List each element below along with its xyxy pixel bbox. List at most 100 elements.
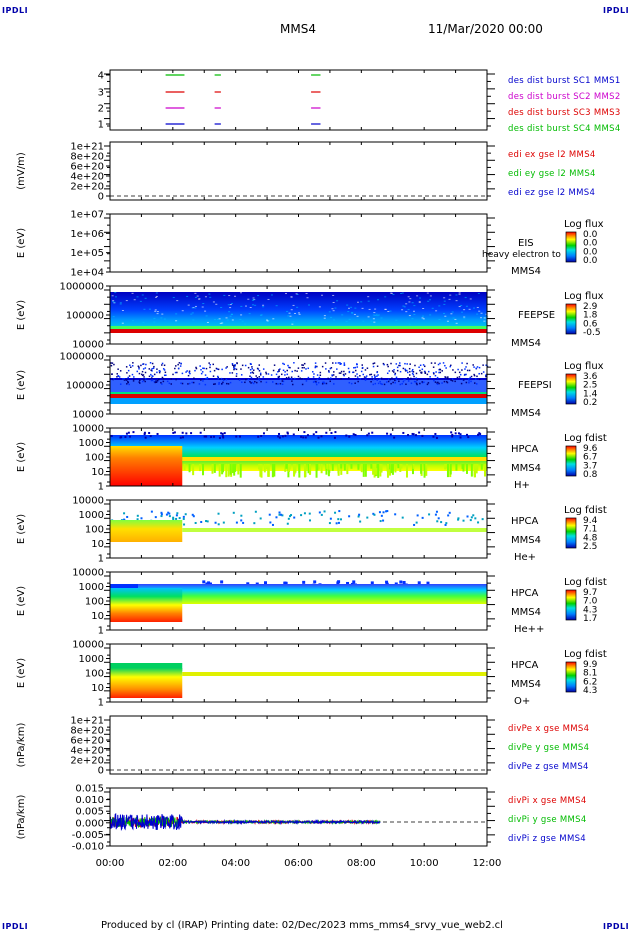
feepsi-speckle	[429, 376, 431, 378]
feepsi-speckle	[155, 380, 157, 382]
hpca-h-speckle	[467, 436, 470, 439]
hpca-h-speckle	[292, 433, 295, 436]
colorbar-tick: 6.7	[583, 453, 597, 463]
feepsi-speckle	[361, 364, 363, 366]
species-label: He++	[514, 624, 544, 635]
feepsi-speckle	[398, 380, 400, 383]
species-label: H+	[514, 480, 530, 491]
feepsi-speckle	[330, 367, 333, 369]
feepsi-speckle	[374, 382, 377, 385]
hpca-he-speckle	[240, 519, 243, 522]
feepsi-speckle	[365, 375, 368, 377]
feepsi-speckle	[284, 374, 286, 376]
hpca-hepp-burst	[346, 581, 350, 585]
feepsi-speckle	[462, 379, 465, 381]
feepsi-speckle	[247, 366, 250, 369]
ytick-label: 0	[98, 766, 104, 777]
hpca-hepp-burst	[263, 581, 267, 585]
hpca-h-tail	[325, 464, 328, 475]
feepsi-speckle	[413, 380, 416, 383]
hpca-he-speckle	[358, 513, 361, 516]
hpca-h-speckle	[411, 432, 414, 435]
feepsi-speckle	[327, 377, 329, 380]
feepsi-speckle	[383, 383, 386, 386]
hpca-hepp-burst	[283, 581, 287, 585]
feepsi-speckle	[343, 374, 345, 377]
hpca-h-speckle	[366, 434, 369, 437]
instrument-label: HPCA	[511, 660, 539, 671]
feepsi-speckle	[142, 363, 144, 365]
feepse-speckle	[218, 318, 221, 320]
hpca-h-tail	[340, 464, 343, 469]
feepsi-speckle	[395, 378, 397, 381]
feepse-speckle	[443, 297, 446, 299]
feepse-speckle	[403, 306, 406, 308]
feepsi-speckle	[262, 368, 265, 370]
feepsi-speckle	[138, 381, 140, 383]
feepse-speckle	[155, 295, 158, 297]
feepsi-speckle	[203, 367, 205, 370]
hpca-he-speckle	[379, 520, 382, 523]
feepsi-speckle	[315, 380, 317, 383]
colorbar-tick: 6.2	[583, 677, 597, 687]
hpca-he-speckle	[382, 519, 385, 522]
feepse-speckle	[239, 318, 242, 320]
hpca-he-speckle	[328, 522, 331, 525]
feepsi-speckle	[206, 376, 209, 379]
hpca-h-speckle	[386, 432, 389, 435]
ytick-label: 10000	[72, 496, 104, 507]
feepsi-speckle	[216, 368, 219, 370]
hpca-he-speckle	[323, 510, 326, 513]
feepsi-speckle	[162, 380, 165, 383]
feepse-speckle	[295, 293, 298, 295]
hpca-h-speckle	[300, 435, 303, 438]
hpca-he-speckle	[168, 512, 171, 515]
feepsi-speckle	[282, 380, 285, 383]
feepsi-speckle	[305, 380, 308, 382]
ylabel: E (eV)	[16, 442, 27, 472]
hpca-he-speckle	[415, 521, 418, 524]
feepsi-speckle	[141, 374, 144, 377]
feepse-speckle	[455, 294, 458, 296]
hpca-he-speckle	[176, 512, 179, 515]
feepsi-speckle	[125, 366, 128, 368]
feepsi-speckle	[218, 383, 220, 385]
feepsi-speckle	[283, 363, 286, 366]
feepsi-speckle	[395, 363, 398, 365]
feepsi-speckle	[403, 378, 405, 381]
feepsi-speckle	[381, 383, 383, 386]
feepse-speckle	[361, 307, 364, 309]
feepsi-speckle	[475, 383, 478, 385]
feepsi-speckle	[212, 363, 215, 366]
feepse-speckle	[155, 292, 158, 294]
ytick-label: 0	[98, 192, 104, 203]
hpca-h-speckle	[304, 436, 307, 439]
feepsi-speckle	[126, 379, 128, 381]
feepsi-speckle	[282, 362, 284, 365]
feepsi-speckle	[441, 370, 443, 372]
feepse-speckle	[480, 312, 483, 314]
feepsi-speckle	[383, 363, 385, 366]
feepsi-speckle	[404, 378, 406, 381]
feepsi-speckle	[160, 381, 162, 384]
hpca-h-tail	[307, 464, 310, 473]
panel-frame	[109, 69, 488, 131]
feepsi-speckle	[218, 382, 220, 384]
feepse-speckle	[478, 310, 481, 312]
feepse-speckle	[419, 297, 422, 299]
hpca-h-tail	[229, 464, 232, 475]
feepsi-speckle	[350, 382, 353, 385]
feepsi-speckle	[443, 380, 446, 383]
feepsi-speckle	[175, 378, 177, 381]
feepsi-speckle	[408, 367, 411, 370]
feepse-speckle	[143, 308, 146, 310]
feepsi-speckle	[321, 365, 324, 368]
feepsi-speckle	[251, 366, 253, 368]
colorbar-tick: 3.6	[583, 372, 598, 382]
feepse-speckle	[308, 304, 311, 306]
hpca-he-speckle	[242, 521, 245, 524]
hpca-h-speckle	[149, 435, 152, 438]
feepsi-speckle	[324, 362, 327, 364]
feepsi-speckle	[142, 380, 144, 383]
feepse-speckle	[323, 317, 326, 319]
